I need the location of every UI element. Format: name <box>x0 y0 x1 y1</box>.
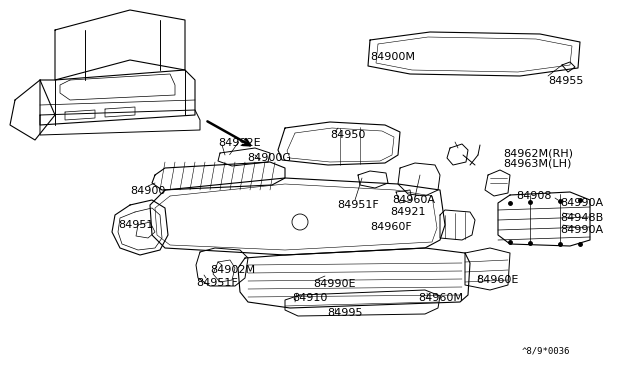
Text: 84963M(LH): 84963M(LH) <box>503 159 572 169</box>
Text: 84951: 84951 <box>118 220 154 230</box>
Text: ^8/9*0036: ^8/9*0036 <box>522 346 570 355</box>
Text: 84960M: 84960M <box>418 293 463 303</box>
Text: 84951F: 84951F <box>337 200 379 210</box>
Text: 84910: 84910 <box>292 293 328 303</box>
Text: 84951F: 84951F <box>196 278 237 288</box>
Text: 84990A: 84990A <box>560 225 603 235</box>
Text: 84900: 84900 <box>130 186 165 196</box>
Text: 84990A: 84990A <box>560 198 603 208</box>
Text: 84992E: 84992E <box>218 138 260 148</box>
Text: 84995: 84995 <box>327 308 362 318</box>
Text: 84950: 84950 <box>330 130 365 140</box>
Text: 84902M: 84902M <box>210 265 255 275</box>
Text: 84921: 84921 <box>390 207 426 217</box>
Text: 84900M: 84900M <box>370 52 415 62</box>
Text: 84955: 84955 <box>548 76 584 86</box>
Text: 84960F: 84960F <box>370 222 412 232</box>
Text: 84908: 84908 <box>516 191 552 201</box>
Text: 84900G: 84900G <box>247 153 291 163</box>
Text: 84960A: 84960A <box>392 195 435 205</box>
Text: 84960E: 84960E <box>476 275 518 285</box>
Text: 84962M(RH): 84962M(RH) <box>503 148 573 158</box>
Text: 84948B: 84948B <box>560 213 604 223</box>
Text: 84990E: 84990E <box>313 279 355 289</box>
